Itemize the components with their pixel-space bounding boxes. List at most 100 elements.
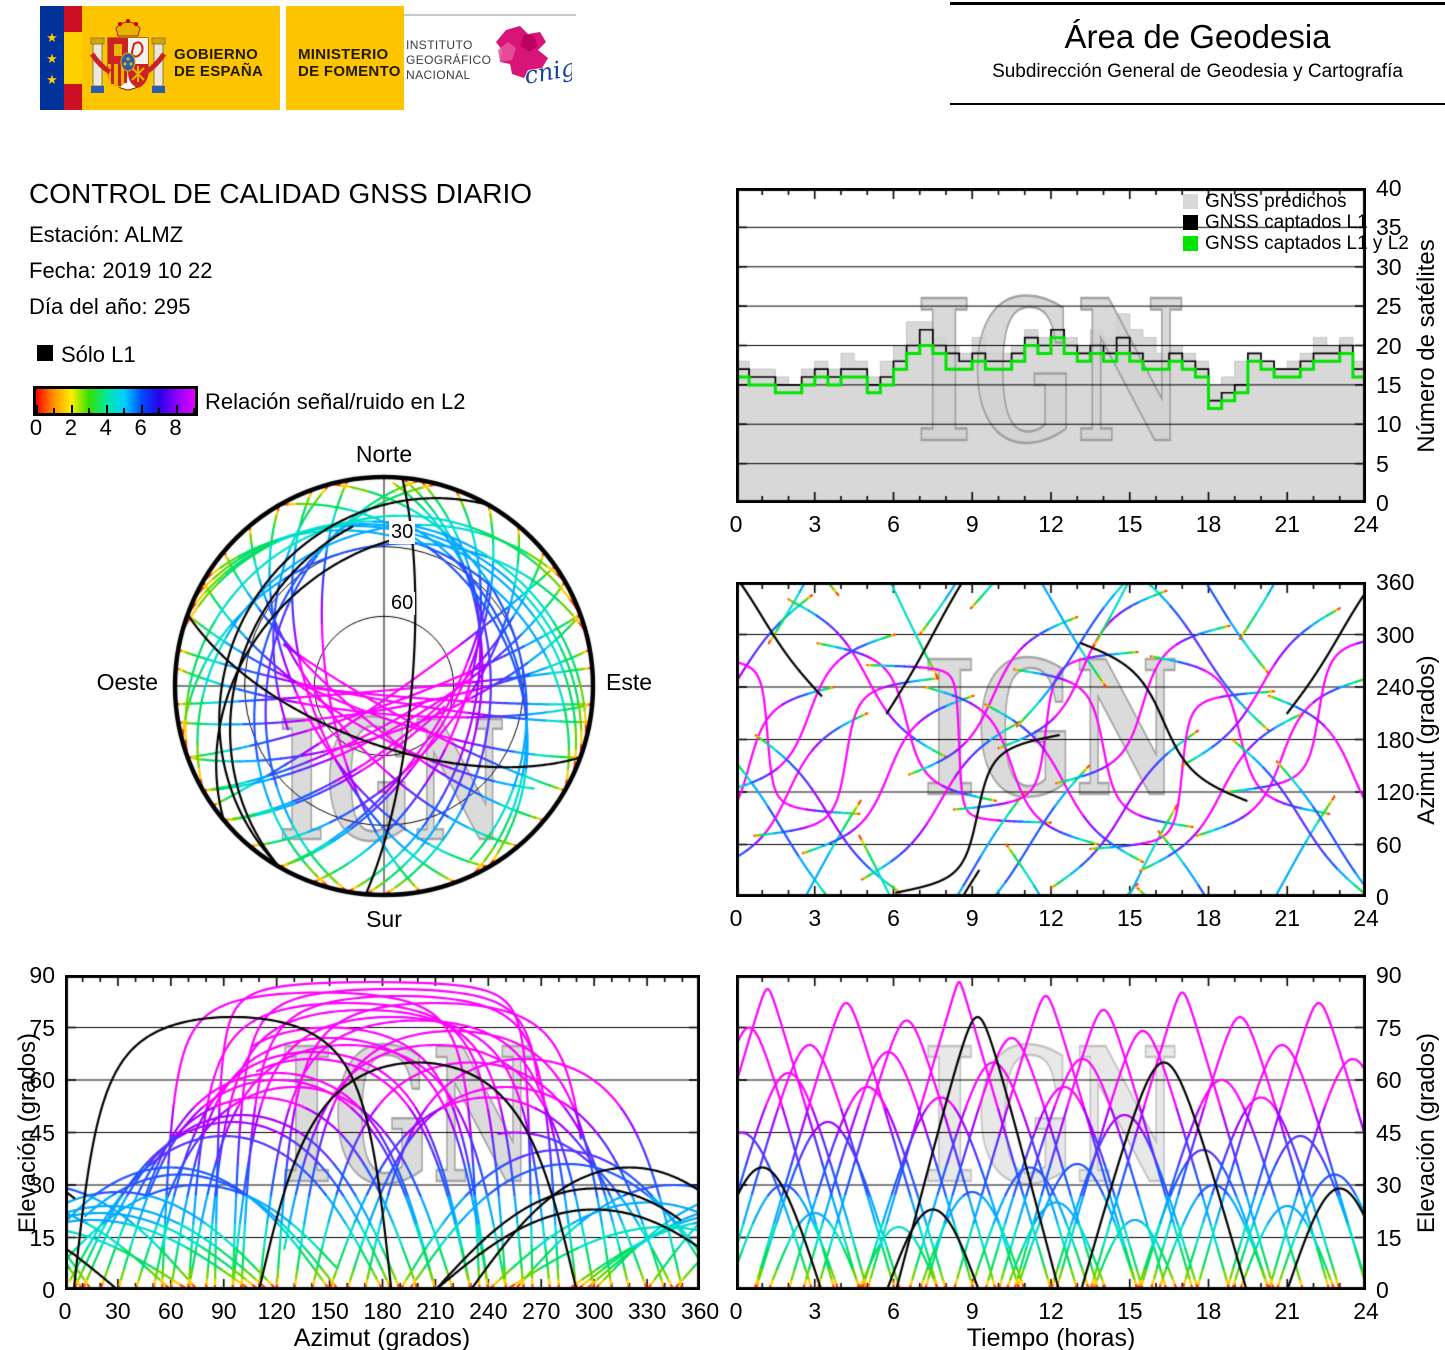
skyplot-canvas bbox=[170, 472, 598, 900]
y-tick-label: 75 bbox=[29, 1014, 55, 1041]
x-tick-label: 24 bbox=[1353, 1298, 1379, 1324]
x-tick-label: 12 bbox=[1038, 511, 1064, 537]
colorbar-tick-mark bbox=[158, 408, 160, 413]
y-tick-label: 60 bbox=[1376, 1067, 1402, 1093]
skyplot-west-label: Oeste bbox=[96, 669, 158, 695]
eu-flag-strip: ★ ★ ★ bbox=[40, 6, 64, 110]
station-value: ALMZ bbox=[124, 222, 184, 247]
spain-coat-of-arms-icon bbox=[90, 19, 166, 93]
x-tick-label: 12 bbox=[1038, 1298, 1064, 1324]
y-tick-label: 10 bbox=[1376, 411, 1402, 438]
colorbar-tick-mark bbox=[53, 408, 55, 413]
x-tick-label: 21 bbox=[1274, 905, 1301, 931]
cnig-logo-icon: cnig bbox=[496, 26, 572, 90]
colorbar-tick-mark bbox=[193, 408, 195, 413]
snr-colorbar bbox=[33, 386, 198, 416]
colorbar-tick-mark bbox=[140, 405, 143, 413]
y-tick-label: 25 bbox=[1376, 293, 1402, 320]
x-tick-label: 24 bbox=[1353, 511, 1379, 537]
y-tick-label: 20 bbox=[1376, 332, 1402, 359]
ministerio-fomento-label: MINISTERIO DE FOMENTO bbox=[298, 46, 401, 80]
x-tick-label: 24 bbox=[1353, 905, 1379, 931]
instituto-geografico-label: INSTITUTO GEOGRÁFICO NACIONAL bbox=[406, 38, 492, 82]
skyplot-ring-60-label: 60 bbox=[389, 592, 416, 615]
x-tick-label: 18 bbox=[1195, 1298, 1222, 1324]
solo-l1-label: Sólo L1 bbox=[61, 342, 136, 367]
y-tick-label: 300 bbox=[1376, 621, 1415, 648]
doy-line: Día del año: 295 bbox=[29, 294, 190, 320]
elevation-azimuth-chart-canvas bbox=[65, 975, 700, 1290]
y-tick-label: 60 bbox=[29, 1067, 55, 1093]
colorbar-tick-label: 2 bbox=[64, 415, 77, 440]
legend-swatch bbox=[1183, 236, 1198, 251]
x-tick-label: 0 bbox=[729, 1298, 743, 1324]
gobierno-block: GOBIERNO DE ESPAÑA bbox=[82, 6, 280, 110]
x-tick-label: 240 bbox=[469, 1298, 508, 1324]
x-tick-label: 15 bbox=[1116, 905, 1143, 931]
x-tick-label: 9 bbox=[965, 511, 979, 537]
x-tick-label: 0 bbox=[729, 511, 743, 537]
x-tick-label: 6 bbox=[887, 905, 900, 931]
x-tick-label: 360 bbox=[680, 1298, 720, 1324]
y-tick-label: 15 bbox=[1376, 371, 1402, 398]
page-title: CONTROL DE CALIDAD GNSS DIARIO bbox=[29, 178, 533, 209]
x-tick-label: 90 bbox=[210, 1298, 237, 1324]
y-tick-label: 60 bbox=[1376, 831, 1402, 858]
skyplot-south-label: Sur bbox=[366, 906, 402, 932]
x-tick-label: 21 bbox=[1274, 511, 1301, 537]
elevation-time-y-title: Elevación (grados) bbox=[1413, 1032, 1440, 1234]
header-rule-top bbox=[950, 2, 1445, 5]
x-tick-label: 120 bbox=[257, 1298, 296, 1324]
gobierno-espana-label: GOBIERNO DE ESPAÑA bbox=[174, 46, 264, 80]
x-tick-label: 3 bbox=[808, 511, 822, 537]
y-tick-label: 35 bbox=[1376, 214, 1402, 241]
y-tick-label: 0 bbox=[1376, 1277, 1389, 1303]
snr-colorbar-label: Relación señal/ruido en L2 bbox=[205, 389, 466, 414]
colorbar-tick-mark bbox=[105, 405, 108, 413]
skyplot-ring-30-label: 30 bbox=[389, 521, 416, 544]
y-tick-label: 90 bbox=[29, 962, 55, 988]
y-tick-label: 0 bbox=[1376, 884, 1389, 910]
area-subtitle: Subdirección General de Geodesia y Carto… bbox=[992, 61, 1403, 82]
x-tick-label: 6 bbox=[887, 511, 900, 537]
x-tick-label: 60 bbox=[158, 1298, 184, 1324]
x-tick-label: 270 bbox=[522, 1298, 561, 1324]
header-rule-bottom bbox=[950, 103, 1445, 105]
colorbar-tick-label: 6 bbox=[134, 415, 147, 440]
doy-value: 295 bbox=[153, 294, 191, 319]
x-tick-label: 6 bbox=[887, 1298, 900, 1324]
colorbar-tick-mark bbox=[36, 405, 38, 413]
ign-block: INSTITUTO GEOGRÁFICO NACIONAL cnig bbox=[404, 6, 576, 110]
eu-star-icon: ★ bbox=[46, 29, 58, 45]
azimuth-time-chart-canvas bbox=[736, 582, 1366, 897]
y-tick-label: 75 bbox=[1376, 1014, 1402, 1041]
doy-label: Día del año: bbox=[29, 294, 148, 319]
date-line: Fecha: 2019 10 22 bbox=[29, 258, 213, 284]
legend-label: GNSS captados L1 y L2 bbox=[1205, 233, 1409, 254]
x-tick-label: 9 bbox=[965, 1298, 979, 1324]
colorbar-tick-mark bbox=[70, 405, 73, 413]
gov-banner: ★ ★ ★ bbox=[40, 6, 576, 110]
y-tick-label: 30 bbox=[1376, 1172, 1402, 1198]
x-tick-label: 0 bbox=[729, 905, 743, 931]
station-label: Estación: bbox=[29, 222, 120, 247]
x-tick-label: 300 bbox=[574, 1298, 614, 1324]
x-tick-label: 330 bbox=[627, 1298, 667, 1324]
skyplot-north-label: Norte bbox=[355, 441, 413, 467]
spain-flag-strip bbox=[64, 6, 82, 110]
date-value: 2019 10 22 bbox=[102, 258, 213, 283]
x-tick-label: 9 bbox=[965, 905, 979, 931]
elevation-azimuth-x-title: Azimut (grados) bbox=[293, 1324, 471, 1350]
y-tick-label: 40 bbox=[1376, 175, 1402, 201]
x-tick-label: 18 bbox=[1195, 511, 1222, 537]
x-tick-label: 15 bbox=[1116, 511, 1143, 537]
y-tick-label: 0 bbox=[1376, 490, 1389, 516]
colorbar-tick-mark bbox=[88, 408, 90, 413]
y-tick-label: 240 bbox=[1376, 674, 1415, 700]
legend-swatch bbox=[1183, 194, 1198, 209]
colorbar-tick-label: 0 bbox=[29, 415, 43, 440]
y-tick-label: 45 bbox=[29, 1119, 55, 1146]
y-tick-label: 180 bbox=[1376, 726, 1415, 753]
x-tick-label: 0 bbox=[58, 1298, 72, 1324]
geodesia-header: Área de Geodesia Subdirección General de… bbox=[950, 0, 1445, 112]
